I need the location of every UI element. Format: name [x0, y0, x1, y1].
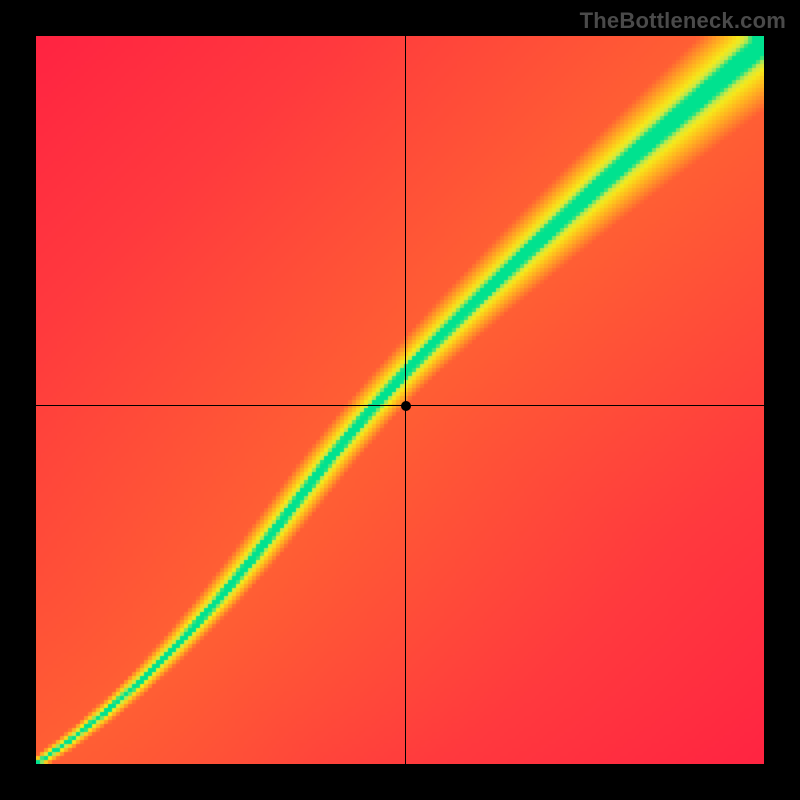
watermark-text: TheBottleneck.com — [580, 8, 786, 34]
crosshair-marker — [401, 401, 411, 411]
plot-area — [36, 36, 764, 764]
chart-container: TheBottleneck.com — [0, 0, 800, 800]
heatmap-canvas — [36, 36, 764, 764]
